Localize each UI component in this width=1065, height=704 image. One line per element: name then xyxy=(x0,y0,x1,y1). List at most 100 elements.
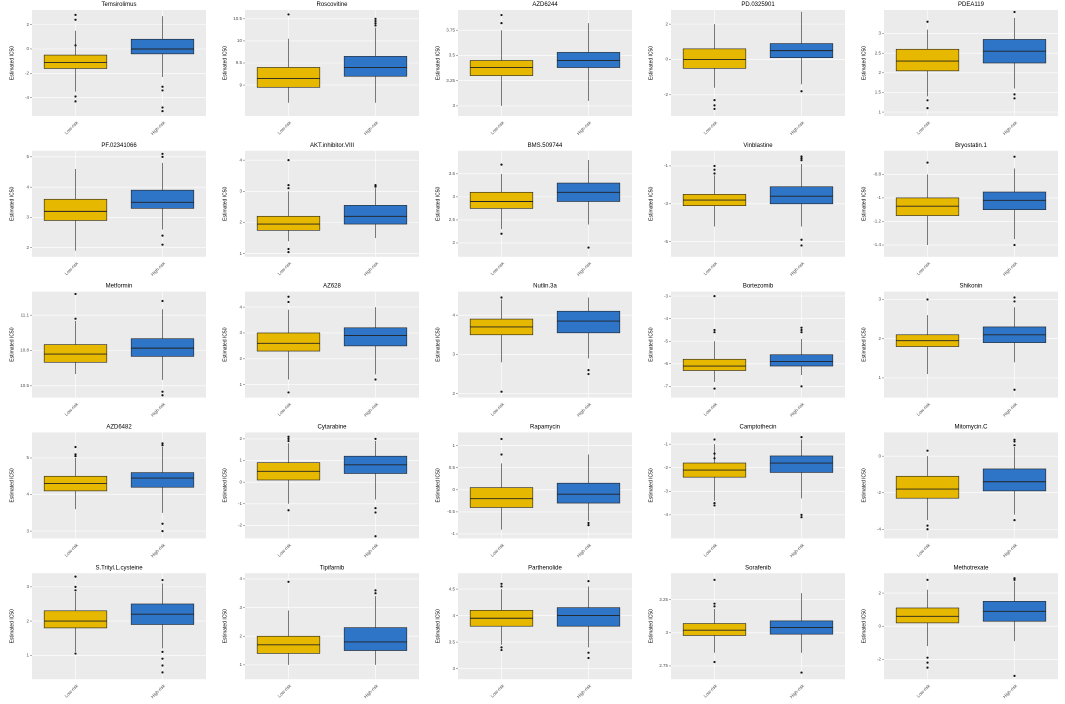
outlier xyxy=(74,100,77,103)
outlier xyxy=(926,578,929,581)
y-tick-label: 0 xyxy=(452,487,455,492)
y-tick-label: 5 xyxy=(26,455,29,460)
outlier xyxy=(713,602,716,605)
x-tick-label: Low-risk xyxy=(916,119,932,135)
outlier xyxy=(287,580,290,583)
y-axis-label: Estimated IC50 xyxy=(222,186,228,220)
outlier xyxy=(1013,93,1016,96)
outlier xyxy=(500,582,503,585)
outlier xyxy=(161,578,164,582)
panel: Sorafenib Estimated IC50 2.75 3 3.25 Low-risk… xyxy=(648,565,845,699)
box xyxy=(469,191,534,209)
y-tick-label: -1.2 xyxy=(873,219,881,224)
outlier xyxy=(926,666,929,669)
panel: Bortezomib Estimated IC50 -7 -6 -5 -4 -3 Low-ri… xyxy=(648,284,845,418)
x-tick-label: Low-risk xyxy=(64,683,80,699)
outlier xyxy=(926,107,929,110)
outlier xyxy=(374,24,377,27)
chart-title: Temsirolimus xyxy=(101,2,136,8)
y-tick-label: -2 xyxy=(664,465,668,470)
outlier xyxy=(1013,300,1016,303)
x-tick-label: High-risk xyxy=(789,683,806,700)
outlier xyxy=(161,243,164,246)
y-tick-label: 2 xyxy=(878,590,881,595)
outlier xyxy=(374,589,377,592)
panel: Nutlin.3a Estimated IC50 2 3 4 Low-risk High-r… xyxy=(435,284,632,418)
y-tick-label: 4.5 xyxy=(449,586,456,591)
plot-background xyxy=(458,291,632,398)
outlier xyxy=(713,457,716,460)
box xyxy=(43,54,108,69)
y-tick-label: 11.1 xyxy=(21,312,30,317)
outlier xyxy=(926,528,929,531)
y-tick-label: 3 xyxy=(26,584,29,589)
chart-title: Nutlin.3a xyxy=(533,284,557,290)
outlier xyxy=(713,501,716,505)
x-tick-label: High-risk xyxy=(576,401,593,418)
outlier xyxy=(800,331,803,334)
outlier xyxy=(161,522,164,525)
x-tick-label: Low-risk xyxy=(490,401,506,417)
outlier xyxy=(1013,155,1016,158)
chart-title: AZD6244 xyxy=(532,2,558,8)
box xyxy=(556,310,621,334)
outlier xyxy=(161,299,164,303)
x-tick-label: High-risk xyxy=(789,542,806,559)
chart-title: Roscovitine xyxy=(316,2,348,8)
y-tick-label: 4 xyxy=(239,304,242,309)
y-axis-label: Estimated IC50 xyxy=(648,46,654,80)
outlier xyxy=(1013,440,1016,443)
y-axis-label: Estimated IC50 xyxy=(861,609,867,643)
outlier xyxy=(500,232,503,235)
outlier xyxy=(587,651,590,654)
outlier xyxy=(287,159,290,162)
outlier xyxy=(374,17,377,20)
y-tick-label: 3.25 xyxy=(446,78,455,83)
outlier xyxy=(587,580,590,583)
y-tick-label: 4 xyxy=(26,184,29,189)
outlier xyxy=(161,444,164,447)
y-tick-label: -2 xyxy=(25,71,29,76)
y-tick-label: 1 xyxy=(26,652,29,657)
x-tick-label: High-risk xyxy=(150,260,167,277)
y-tick-label: -4 xyxy=(877,526,881,531)
box xyxy=(343,627,408,651)
outlier xyxy=(800,328,803,332)
y-tick-label: 3 xyxy=(452,666,455,671)
y-tick-label: -6 xyxy=(664,361,668,366)
outlier xyxy=(800,238,803,241)
chart-title: Parthenolide xyxy=(528,565,562,571)
x-tick-label: Low-risk xyxy=(916,683,932,699)
box xyxy=(469,60,534,76)
y-tick-label: 2 xyxy=(26,618,29,623)
outlier xyxy=(374,185,377,188)
outlier xyxy=(1013,519,1016,522)
outlier xyxy=(800,671,803,674)
outlier xyxy=(800,90,803,93)
y-tick-label: 10 xyxy=(237,38,243,43)
y-tick-label: -1 xyxy=(664,163,668,168)
y-tick-label: -3 xyxy=(664,201,668,206)
outlier xyxy=(713,107,716,111)
y-tick-label: 1 xyxy=(878,375,881,380)
y-tick-label: 0 xyxy=(878,623,881,628)
outlier xyxy=(161,442,164,445)
y-tick-label: 10.5 xyxy=(233,16,242,21)
outlier xyxy=(161,152,164,155)
y-tick-label: 1 xyxy=(239,251,242,256)
outlier xyxy=(161,657,164,660)
panel: AZD6482 Estimated IC50 3 4 5 Low-risk High-ris… xyxy=(9,424,206,559)
outlier xyxy=(926,656,929,659)
x-tick-label: Low-risk xyxy=(277,542,293,558)
box xyxy=(130,189,195,209)
chart-title: Tipifarnib xyxy=(320,565,345,571)
x-tick-label: High-risk xyxy=(789,260,806,277)
x-tick-label: Low-risk xyxy=(916,260,932,276)
panel: Temsirolimus Estimated IC50 -4 -2 0 2 Low-risk… xyxy=(9,2,206,136)
y-axis-label: Estimated IC50 xyxy=(435,609,441,643)
y-tick-label: 10.5 xyxy=(20,383,29,388)
x-tick-label: High-risk xyxy=(150,683,167,700)
outlier xyxy=(74,445,77,449)
y-axis-label: Estimated IC50 xyxy=(222,609,228,643)
x-tick-label: Low-risk xyxy=(277,260,293,276)
